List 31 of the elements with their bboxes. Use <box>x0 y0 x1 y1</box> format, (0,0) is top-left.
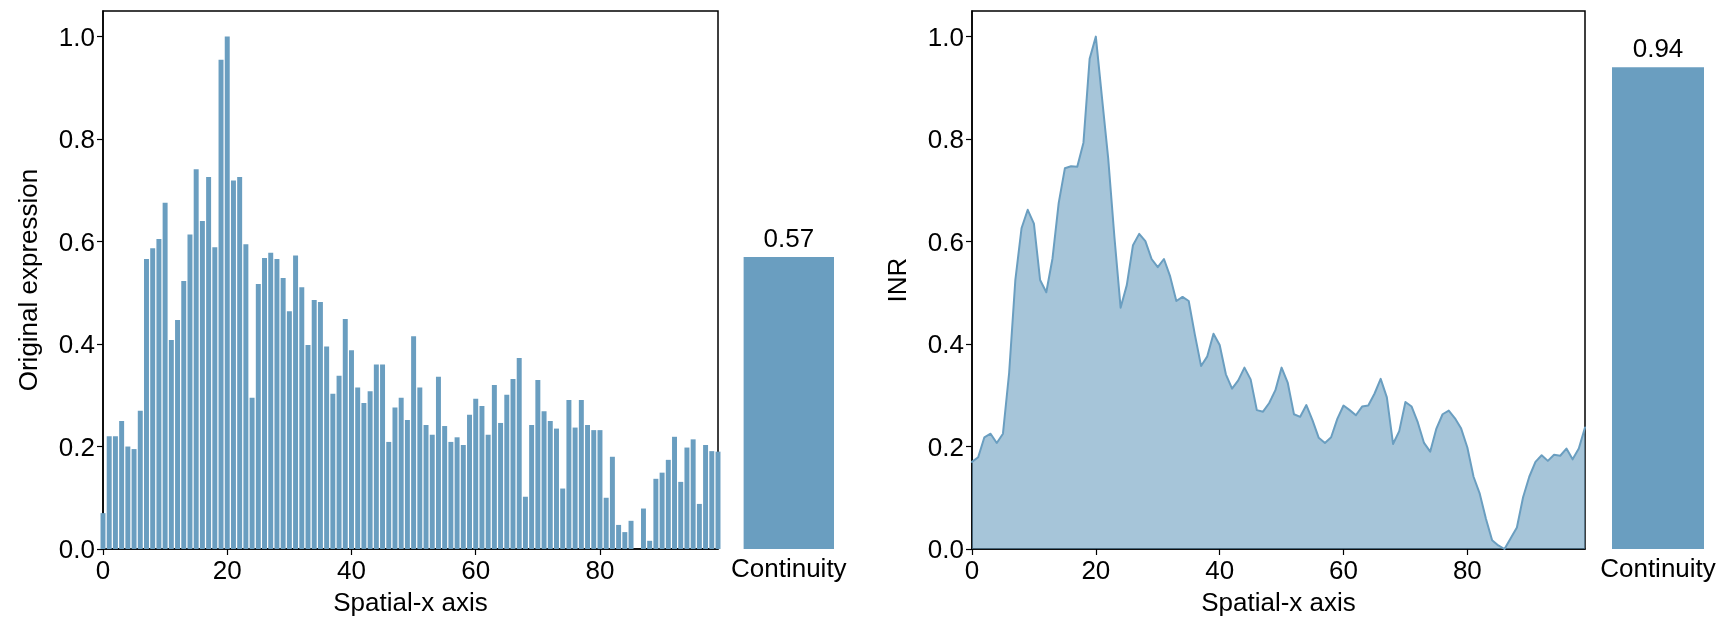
x-tick-label: 40 <box>1205 555 1235 585</box>
x-tick-label: 60 <box>1329 555 1358 585</box>
x-axis-title: Spatial-x axis <box>333 587 488 617</box>
x-tick-label: 60 <box>461 555 491 585</box>
y-tick-label: 0.8 <box>927 124 964 155</box>
x-tick-label: 0 <box>964 555 980 585</box>
x-tick-label: 80 <box>585 555 615 585</box>
x-tick-label: 0 <box>95 555 111 585</box>
x-tick-label: 40 <box>337 555 366 585</box>
x-tick-label: 80 <box>1452 555 1482 585</box>
y-tick-label: 0.2 <box>927 431 964 462</box>
y-tick-label: 0.6 <box>58 226 95 257</box>
x-tick-label: Continuity <box>1600 553 1716 583</box>
y-tick-label: 0.8 <box>58 124 95 155</box>
y-tick-label: 0.4 <box>927 329 964 360</box>
y-axis-title: Original expression <box>13 168 43 392</box>
y-tick-label: 0.0 <box>927 534 964 564</box>
x-tick-label: 20 <box>1081 555 1111 585</box>
x-axis-title: Spatial-x axis <box>1201 587 1356 617</box>
y-tick-label: 1.0 <box>927 21 964 52</box>
y-tick-label: 1.0 <box>58 21 95 52</box>
y-tick-label: 0.6 <box>927 226 964 257</box>
y-tick-label: 0.0 <box>58 534 95 564</box>
y-tick-label: 0.4 <box>58 329 95 360</box>
y-tick-label: 0.2 <box>58 431 95 462</box>
y-axis-title: INR <box>882 257 912 303</box>
data-label: 0.57 <box>763 222 815 253</box>
data-label: 0.94 <box>1632 33 1684 64</box>
x-tick-label: Continuity <box>731 553 847 583</box>
x-tick-label: 20 <box>212 555 242 585</box>
bar <box>628 520 634 549</box>
